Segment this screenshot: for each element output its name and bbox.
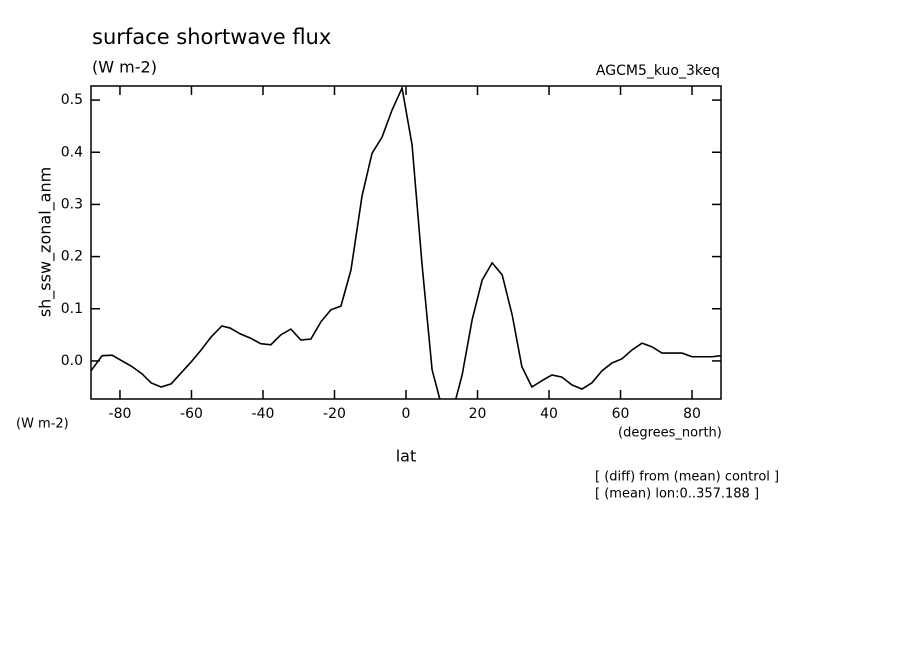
x-tick-label: 60 — [612, 406, 630, 422]
y-tick-label: 0.2 — [61, 249, 83, 265]
plot-frame — [90, 85, 722, 400]
note: [ (diff) from (mean) control ] — [595, 470, 779, 485]
experiment: AGCM5_kuo_3keq — [596, 63, 720, 79]
y-units: (W m-2) — [16, 417, 69, 432]
y-tick-label: 0.3 — [61, 196, 83, 212]
y-tick-label: 0.0 — [61, 353, 83, 369]
x-tick-label: 80 — [683, 406, 701, 422]
y-tick-label: 0.1 — [61, 301, 83, 317]
x-tick-label: -80 — [109, 406, 132, 422]
y-tick-label: 0.4 — [61, 144, 83, 160]
x-tick-label: -20 — [323, 406, 346, 422]
data-line — [91, 86, 721, 399]
x-units: (degrees_north) — [618, 426, 722, 441]
units: (W m-2) — [92, 58, 157, 77]
x-tick-label: -60 — [180, 406, 203, 422]
y-tick-label: 0.5 — [61, 92, 83, 108]
x-axis-label: lat — [396, 447, 417, 466]
note: [ (mean) lon:0..357.188 ] — [595, 487, 759, 502]
x-tick-label: 20 — [469, 406, 487, 422]
x-tick-label: 40 — [540, 406, 558, 422]
chart-title: surface shortwave flux — [92, 25, 331, 49]
x-tick-label: 0 — [402, 406, 411, 422]
x-tick-label: -40 — [252, 406, 275, 422]
y-axis-label: sh_ssw_zonal_anm — [36, 167, 56, 317]
